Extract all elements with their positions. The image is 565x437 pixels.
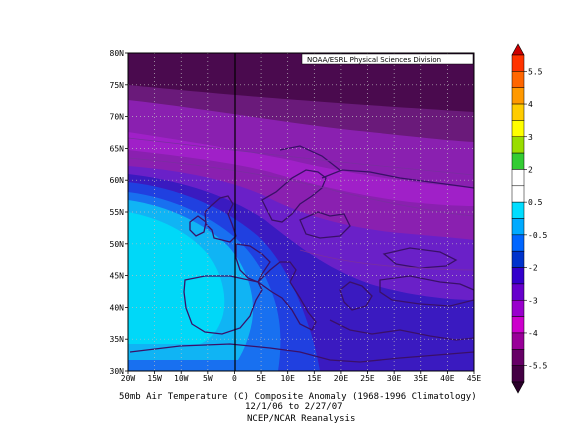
lon-label: 40E — [440, 374, 455, 383]
colorbar-swatch — [511, 54, 525, 72]
lat-label: 75N — [110, 81, 125, 90]
colorbar-swatch — [511, 316, 525, 334]
lon-label: 15E — [307, 374, 322, 383]
dotted-graticule — [128, 53, 475, 371]
credit-box: NOAA/ESRL Physical Sciences Division — [301, 53, 474, 65]
lon-label: 25E — [360, 374, 375, 383]
colorbar-swatch — [511, 283, 525, 301]
colorbar — [511, 43, 525, 394]
colorbar-label: -2 — [528, 264, 538, 273]
colorbar-swatch — [511, 152, 525, 170]
lat-label: 35N — [110, 335, 125, 344]
colorbar-label: 0.5 — [528, 198, 543, 207]
lat-label: 50N — [110, 240, 125, 249]
lon-label: 20W — [121, 374, 136, 383]
colorbar-swatch — [511, 365, 525, 383]
latitude-labels: 80N 75N 70N 65N 60N 55N 50N 45N 40N 35N 30N — [110, 49, 128, 376]
title-line-2: 12/1/06 to 2/27/07 — [245, 402, 343, 412]
lat-label: 70N — [110, 113, 125, 122]
lon-label: 0 — [232, 374, 237, 383]
colorbar-label: -3 — [528, 296, 538, 305]
colorbar-swatch — [511, 332, 525, 350]
title-line-1: 50mb Air Temperature (C) Composite Anoma… — [119, 392, 477, 402]
lon-label: 30E — [387, 374, 402, 383]
lon-label: 20E — [334, 374, 349, 383]
lon-label: 5W — [203, 374, 213, 383]
lat-label: 55N — [110, 208, 125, 217]
colorbar-label: 5.5 — [528, 67, 543, 76]
lon-label: 10W — [174, 374, 189, 383]
colorbar-top-arrow — [511, 43, 525, 56]
colorbar-labels: 5.5 4 3 2 0.5 -0.5 -2 -3 -4 -5.5 — [524, 67, 547, 371]
colorbar-swatch — [511, 234, 525, 252]
colorbar-label: -4 — [528, 329, 538, 338]
colorbar-label: 4 — [528, 100, 533, 109]
colorbar-swatch — [511, 71, 525, 88]
lat-label: 40N — [110, 303, 125, 312]
longitude-labels: 20W 15W 10W 5W 0 5E 10E 15E 20E 25E 30E 35E 40E 45E — [121, 371, 482, 383]
colorbar-swatch — [511, 169, 525, 187]
colorbar-swatch — [511, 201, 525, 219]
lat-label: 80N — [110, 49, 125, 58]
lon-label: 45E — [467, 374, 482, 383]
lon-label: 15W — [147, 374, 162, 383]
title-line-3: NCEP/NCAR Reanalysis — [247, 414, 355, 424]
credit-text: NOAA/ESRL Physical Sciences Division — [307, 56, 441, 64]
colorbar-swatch — [511, 103, 525, 121]
colorbar-swatch — [511, 300, 525, 317]
colorbar-swatch — [511, 349, 525, 366]
colorbar-swatch — [511, 87, 525, 105]
colorbar-bottom-arrow — [511, 381, 525, 394]
lat-label: 45N — [110, 272, 125, 281]
lat-label: 65N — [110, 144, 125, 153]
lat-label: 30N — [110, 367, 125, 376]
lon-label: 35E — [414, 374, 429, 383]
colorbar-label: 3 — [528, 133, 533, 142]
lat-label: 60N — [110, 176, 125, 185]
colorbar-swatch — [511, 218, 525, 236]
colorbar-swatch — [511, 120, 525, 138]
colorbar-swatch — [511, 185, 525, 203]
coastlines — [129, 145, 474, 363]
colorbar-swatch — [511, 267, 525, 285]
colorbar-swatch — [511, 136, 525, 154]
colorbar-label: -5.5 — [528, 362, 547, 371]
colorbar-label: -0.5 — [528, 231, 547, 240]
colorbar-label: 2 — [528, 165, 533, 174]
lon-label: 5E — [256, 374, 266, 383]
lon-label: 10E — [280, 374, 295, 383]
colorbar-swatch — [511, 250, 525, 268]
